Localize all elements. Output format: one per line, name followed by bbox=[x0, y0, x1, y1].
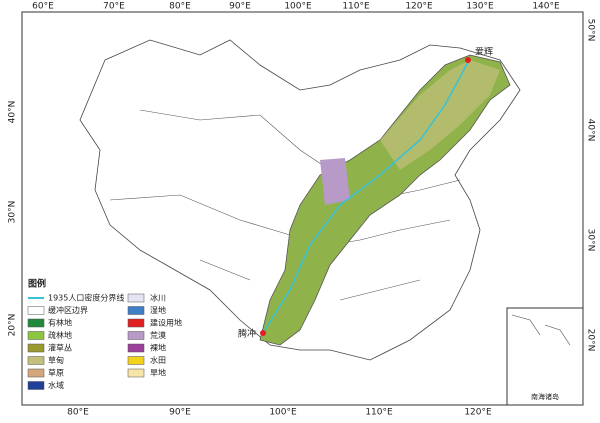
legend-label: 1935人口密度分界线 bbox=[48, 293, 124, 303]
legend-swatch bbox=[27, 343, 45, 353]
inset-coast bbox=[511, 314, 571, 346]
province-lines bbox=[109, 109, 461, 301]
lon-tick-label: 60°E bbox=[32, 2, 54, 12]
lon-tick-label: 140°E bbox=[532, 2, 560, 12]
place-label: 腾冲 bbox=[238, 328, 256, 340]
legend-swatch bbox=[127, 356, 145, 365]
lat-tick-label: 30°N bbox=[586, 229, 596, 252]
legend-swatch bbox=[127, 331, 145, 340]
lon-tick-label: 120°E bbox=[464, 408, 492, 418]
legend-title: 图例 bbox=[28, 278, 46, 290]
lon-tick-label: 110°E bbox=[342, 2, 370, 12]
legend-label: 旱地 bbox=[150, 368, 166, 378]
legend-swatch bbox=[127, 306, 145, 315]
lon-tick-label: 80°E bbox=[169, 2, 191, 12]
place-dot bbox=[260, 330, 266, 336]
inset-label: 南海诸岛 bbox=[531, 392, 559, 401]
lon-tick-label: 110°E bbox=[365, 408, 393, 418]
legend-label: 裸地 bbox=[150, 343, 166, 353]
lat-tick-label: 40°N bbox=[586, 119, 596, 142]
legend-swatch bbox=[27, 331, 45, 340]
legend-label: 有林地 bbox=[48, 318, 72, 328]
grassland-zone bbox=[380, 60, 500, 170]
hu-line bbox=[262, 61, 469, 334]
legend-swatch bbox=[127, 318, 145, 328]
lon-tick-label: 130°E bbox=[466, 2, 494, 12]
place-dot bbox=[465, 57, 471, 63]
lat-tick-label: 20°N bbox=[586, 329, 596, 352]
legend-label: 疏林地 bbox=[48, 330, 72, 340]
legend-label: 草原 bbox=[48, 368, 64, 378]
lon-tick-label: 80°E bbox=[67, 408, 89, 418]
legend-swatch bbox=[127, 343, 145, 353]
lon-tick-label: 90°E bbox=[229, 2, 251, 12]
legend-swatch bbox=[27, 318, 45, 328]
legend-swatch bbox=[27, 368, 45, 378]
lat-tick-label: 50°N bbox=[586, 19, 596, 42]
legend-label: 荒漠 bbox=[150, 330, 166, 340]
legend-swatch bbox=[127, 293, 145, 303]
place-label: 爱辉 bbox=[475, 47, 493, 58]
inset-frame bbox=[506, 307, 584, 406]
legend-swatch bbox=[27, 381, 45, 390]
legend-label: 建设用地 bbox=[150, 318, 182, 328]
legend-swatch bbox=[27, 356, 45, 365]
desert-zone bbox=[320, 158, 350, 205]
lon-tick-label: 70°E bbox=[103, 2, 125, 12]
legend-label: 草甸 bbox=[48, 355, 64, 365]
lat-tick-label: 20°N bbox=[8, 314, 18, 337]
lat-tick-label: 40°N bbox=[8, 101, 18, 124]
lon-tick-label: 100°E bbox=[284, 2, 312, 12]
lon-tick-label: 90°E bbox=[169, 408, 191, 418]
legend-label: 缓冲区边界 bbox=[48, 305, 88, 315]
legend-swatch bbox=[27, 306, 45, 315]
legend-swatch bbox=[127, 368, 145, 378]
legend-label: 湿地 bbox=[150, 305, 166, 315]
legend-label: 冰川 bbox=[150, 293, 166, 303]
legend-label: 水域 bbox=[48, 380, 64, 390]
lon-tick-label: 100°E bbox=[269, 408, 297, 418]
legend-label: 水田 bbox=[150, 355, 166, 365]
lat-tick-label: 30°N bbox=[8, 201, 18, 224]
lon-tick-label: 120°E bbox=[405, 2, 433, 12]
legend-label: 灌草丛 bbox=[48, 343, 72, 353]
